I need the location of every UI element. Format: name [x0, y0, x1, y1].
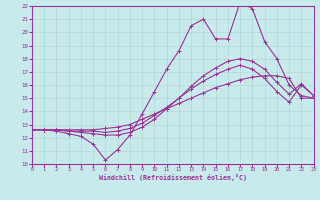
X-axis label: Windchill (Refroidissement éolien,°C): Windchill (Refroidissement éolien,°C) [99, 174, 247, 181]
